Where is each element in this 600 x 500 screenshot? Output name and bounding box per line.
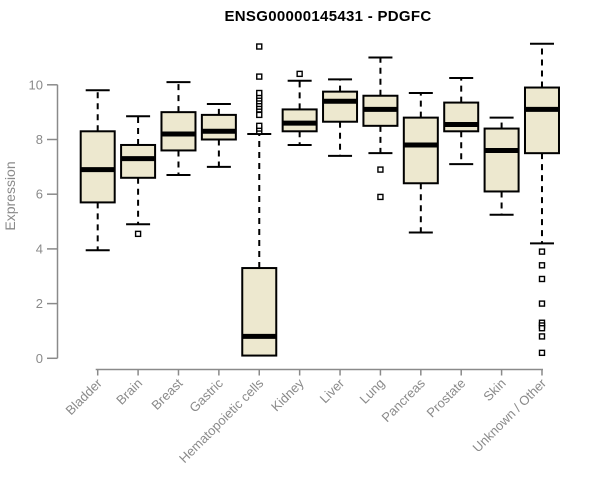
iqr-box	[523, 86, 560, 155]
x-category-label: Gastric	[186, 375, 226, 415]
iqr-box	[443, 101, 480, 133]
box-lung	[362, 56, 399, 201]
y-tick-label: 8	[36, 132, 43, 147]
x-category-label: Skin	[480, 376, 508, 404]
iqr-box	[200, 113, 237, 141]
x-category-label: Brain	[113, 376, 145, 408]
iqr-box	[120, 143, 157, 179]
box-breast	[160, 81, 197, 177]
box-hematopoietic-cells	[241, 43, 278, 357]
outlier-point	[134, 230, 142, 238]
outlier-point	[256, 122, 263, 130]
outlier-point	[256, 89, 263, 97]
iqr-box	[402, 116, 439, 185]
x-category-label: Bladder	[63, 375, 106, 418]
y-tick-label: 4	[36, 241, 43, 256]
box-kidney	[281, 70, 318, 146]
x-category-label: Kidney	[268, 375, 307, 414]
x-category-label: Pancreas	[378, 375, 428, 425]
x-category-label: Lung	[356, 376, 387, 407]
box-pancreas	[402, 92, 439, 234]
outlier-point	[538, 333, 546, 340]
iqr-box	[241, 267, 278, 357]
outlier-point	[538, 349, 546, 357]
outlier-point	[256, 73, 263, 80]
outlier-point	[538, 262, 546, 269]
iqr-box	[160, 111, 197, 152]
chart-title: ENSG00000145431 - PDGFC	[224, 8, 431, 25]
outlier-point	[377, 166, 384, 173]
outlier-point	[538, 325, 546, 332]
iqr-box	[322, 90, 359, 123]
outlier-point	[256, 111, 263, 119]
box-unknown-other	[523, 42, 560, 357]
box-brain	[120, 115, 157, 238]
y-axis: 0 2 4 6 8 10	[29, 77, 59, 366]
box-gastric	[200, 102, 237, 168]
outlier-point	[538, 275, 546, 283]
x-category-label: Unknown / Other	[470, 375, 550, 455]
x-category-label: Prostate	[423, 376, 468, 421]
y-tick-label: 6	[36, 187, 43, 202]
y-axis-label: Expression	[2, 161, 18, 230]
outlier-point	[256, 43, 263, 50]
box-bladder	[79, 89, 116, 252]
y-tick-label: 0	[36, 351, 43, 366]
box-prostate	[443, 76, 480, 166]
outlier-point	[538, 248, 546, 255]
outlier-point	[377, 193, 384, 201]
iqr-box	[79, 130, 116, 204]
x-category-label: Liver	[317, 375, 348, 406]
x-category-label: Breast	[148, 375, 185, 412]
iqr-box	[483, 127, 520, 193]
box-skin	[483, 116, 520, 216]
outlier-point	[296, 70, 303, 78]
plot-area: 0 2 4 6 8 10 Bladder Brain Breast GastricHematopo…	[29, 42, 560, 466]
iqr-box	[281, 108, 318, 133]
outlier-point	[538, 300, 546, 307]
box-liver	[322, 78, 359, 157]
y-tick-label: 2	[36, 296, 43, 311]
y-tick-label: 10	[29, 77, 43, 92]
